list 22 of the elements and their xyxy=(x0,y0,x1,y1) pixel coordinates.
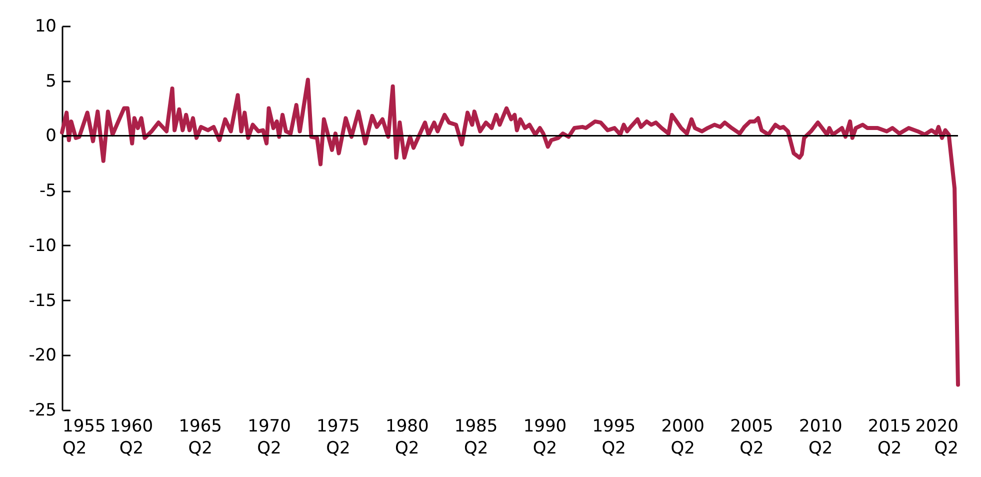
x-tick-label: 2010 Q2 xyxy=(799,416,842,458)
x-tick-label: 1955 Q2 xyxy=(62,416,106,458)
y-tick-label: 10 xyxy=(34,16,56,36)
y-tick-label: 0 xyxy=(46,126,56,146)
y-tick-label: -25 xyxy=(28,400,56,420)
x-tick-label: 2000 Q2 xyxy=(661,416,704,458)
x-tick-label: 2005 Q2 xyxy=(730,416,774,458)
x-tick-label: 1975 Q2 xyxy=(316,416,360,458)
x-tick-label: 1980 Q2 xyxy=(386,416,429,458)
x-tick-label: 1990 Q2 xyxy=(523,416,567,458)
x-tick-label: 1970 Q2 xyxy=(248,416,291,458)
x-tick-label: 1960 Q2 xyxy=(110,416,154,458)
y-tick-label: -15 xyxy=(28,290,56,311)
x-tick-label: 1965 Q2 xyxy=(178,416,222,458)
y-tick-label: -5 xyxy=(40,181,56,202)
x-tick-label: 1985 Q2 xyxy=(454,416,498,458)
x-tick-label: 1995 Q2 xyxy=(592,416,636,458)
x-tick-label: 2020 Q2 xyxy=(915,416,958,458)
y-tick-label: 5 xyxy=(46,71,56,92)
y-tick-label: -20 xyxy=(28,346,56,366)
x-tick-label: 2015 Q2 xyxy=(868,416,912,458)
y-tick-label: -10 xyxy=(28,236,56,256)
